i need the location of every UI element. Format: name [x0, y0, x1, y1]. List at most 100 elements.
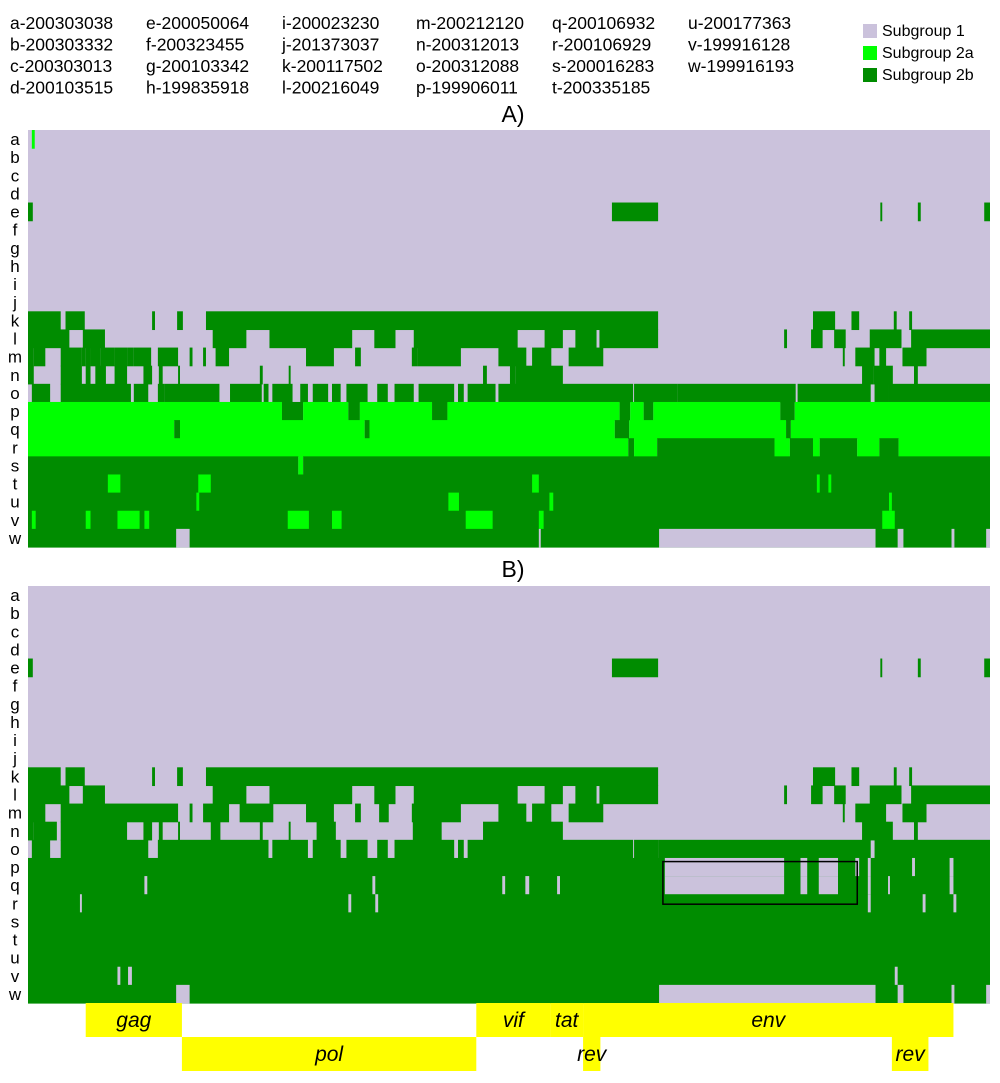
segment-m-subgroup-2b	[879, 347, 887, 367]
segment-q-subgroup-2a	[790, 420, 990, 439]
key-entry: m-200212120	[416, 13, 524, 33]
segment-p-subgroup-2b	[281, 401, 304, 421]
segment-e-subgroup-2b	[880, 658, 883, 678]
sample-key: a-200303038b-200303332c-200303013d-20010…	[10, 13, 794, 98]
segment-t-subgroup-2a	[828, 474, 832, 494]
row-label-v: v	[11, 967, 20, 986]
segment-o-subgroup-2b	[312, 839, 341, 859]
segment-m-subgroup-2b	[855, 347, 875, 367]
gene-label-tat: tat	[555, 1009, 580, 1032]
segment-n-subgroup-2b	[288, 821, 291, 841]
segment-n-subgroup-2b	[862, 821, 893, 841]
segment-o-subgroup-2b	[272, 383, 293, 403]
segment-o-subgroup-2b	[346, 839, 368, 859]
row-label-k: k	[11, 311, 20, 330]
segment-q-subgroup-1	[949, 876, 954, 895]
gene-box-pol	[181, 1037, 477, 1071]
segment-v-subgroup-2a	[882, 510, 895, 530]
segment-n-subgroup-2b	[33, 821, 57, 841]
segment-n-subgroup-2b	[60, 821, 128, 841]
gene-label-rev: rev	[896, 1043, 927, 1066]
segment-t-subgroup-2b	[28, 474, 990, 494]
segment-k-subgroup-2b	[205, 311, 659, 331]
legend-label-subgroup-1: Subgroup 1	[882, 23, 965, 40]
segment-r-subgroup-2a	[774, 438, 790, 457]
segment-l-subgroup-2b	[413, 329, 518, 349]
segment-w-subgroup-1	[659, 528, 876, 548]
segment-m-subgroup-2b	[60, 803, 179, 823]
segment-k-subgroup-2b	[893, 767, 897, 787]
segment-q-subgroup-1	[818, 876, 839, 895]
segment-k-subgroup-2b	[851, 767, 860, 787]
key-entry: a-200303038	[10, 13, 113, 33]
segment-e-subgroup-2b	[917, 658, 921, 678]
row-label-g: g	[10, 239, 19, 258]
segment-l-subgroup-2b	[784, 785, 788, 805]
segment-m-subgroup-2b	[90, 347, 101, 367]
segment-n-subgroup-2b	[114, 365, 128, 385]
segment-n-subgroup-2b	[143, 365, 153, 385]
segment-n-subgroup-2b	[914, 365, 918, 385]
key-entry: o-200312088	[416, 56, 519, 76]
segment-l-subgroup-2b	[374, 329, 396, 349]
segment-w-subgroup-1	[897, 984, 904, 1004]
segment-m-subgroup-2b	[28, 347, 34, 367]
row-label-u: u	[10, 493, 19, 512]
row-label-o: o	[10, 384, 19, 403]
segment-l-subgroup-2b	[784, 329, 788, 349]
segment-o-subgroup-2b	[377, 839, 388, 859]
segment-p-subgroup-2b	[348, 401, 360, 421]
segment-o-subgroup-2b	[377, 383, 388, 403]
segment-v-subgroup-2a	[117, 510, 140, 530]
segment-v-subgroup-1	[128, 966, 132, 986]
key-entry: p-199906011	[416, 78, 518, 98]
segment-r-subgroup-2b	[628, 438, 635, 457]
segment-k-subgroup-2b	[177, 311, 183, 331]
segment-s-subgroup-2a	[298, 456, 304, 476]
segment-q-subgroup-1	[800, 876, 808, 895]
segment-l-subgroup-2b	[911, 329, 990, 349]
row-label-e: e	[10, 659, 19, 678]
segment-t-subgroup-2a	[198, 474, 211, 494]
segment-w-subgroup-1	[951, 528, 955, 548]
segment-o-subgroup-2b	[60, 383, 131, 403]
segment-r-subgroup-2b	[819, 438, 858, 457]
segment-n-subgroup-2b	[259, 821, 263, 841]
segment-l-subgroup-2b	[834, 329, 846, 349]
segment-o-subgroup-2b	[394, 383, 414, 403]
segment-p-subgroup-2a	[447, 401, 620, 421]
segment-v-subgroup-2a	[465, 510, 493, 530]
key-entry: v-199916128	[688, 35, 790, 55]
segment-a-subgroup-2a	[31, 130, 35, 149]
segment-l-subgroup-2b	[869, 785, 902, 805]
segment-v-subgroup-2a	[85, 510, 91, 530]
segment-m-subgroup-2b	[85, 347, 91, 367]
segment-l-subgroup-2b	[544, 785, 563, 805]
segment-k-subgroup-2b	[909, 767, 913, 787]
segment-v-subgroup-2b	[28, 510, 990, 530]
segment-e-subgroup-2b	[984, 658, 990, 678]
segment-o-subgroup-2b	[888, 383, 990, 403]
segment-o-subgroup-2b	[677, 383, 796, 403]
genome-map: gag pol vif tat env rev rev	[85, 1003, 954, 1071]
row-label-b: b	[10, 148, 19, 167]
row-label-k: k	[11, 767, 20, 786]
row-label-s: s	[11, 912, 20, 931]
segment-q-subgroup-2b	[364, 420, 370, 439]
row-label-w: w	[8, 529, 22, 548]
segment-p-subgroup-1	[949, 857, 954, 877]
segment-k-subgroup-2b	[28, 767, 61, 787]
gene-box-rev	[891, 1037, 929, 1071]
segment-p-subgroup-2a	[359, 401, 433, 421]
segment-p-subgroup-2b	[432, 401, 448, 421]
gene-box-tat	[550, 1003, 584, 1037]
segment-m-subgroup-2b	[133, 347, 152, 367]
segment-o-subgroup-2b	[458, 383, 464, 403]
row-label-n: n	[10, 822, 19, 841]
row-label-j: j	[12, 293, 17, 312]
segment-p-subgroup-2a	[653, 401, 781, 421]
segment-l-subgroup-2b	[269, 329, 353, 349]
segment-m-subgroup-2b	[855, 803, 887, 823]
row-label-e: e	[10, 203, 19, 222]
